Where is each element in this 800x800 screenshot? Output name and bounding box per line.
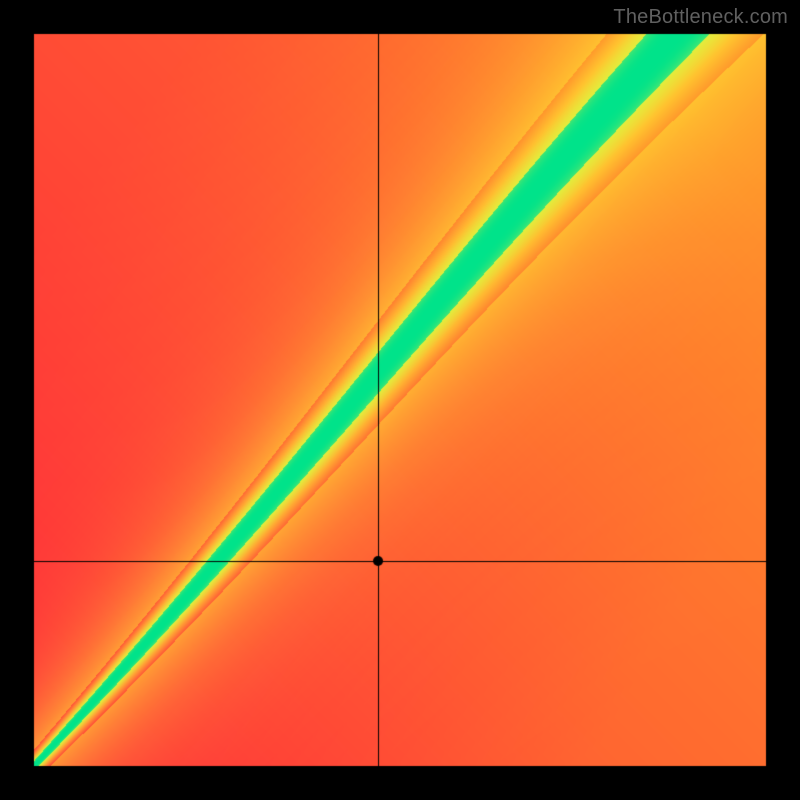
- chart-container: TheBottleneck.com: [0, 0, 800, 800]
- heatmap-canvas: [0, 0, 800, 800]
- watermark-text: TheBottleneck.com: [613, 6, 788, 29]
